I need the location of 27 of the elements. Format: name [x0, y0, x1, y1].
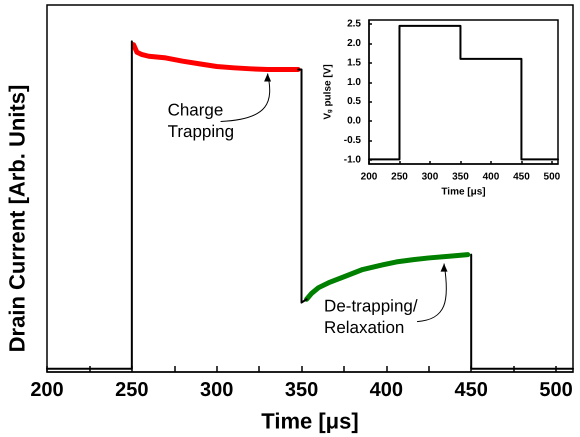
x-tick-label: 300	[422, 172, 439, 182]
y-tick-label: 0.5	[347, 96, 362, 108]
x-tick-label: 250	[115, 379, 149, 401]
x-tick-label: 400	[482, 172, 500, 182]
x-tick-label: 200	[30, 379, 64, 401]
x-tick-label: 350	[284, 379, 318, 401]
y-tick-label: -1.0	[344, 154, 362, 166]
annotation: Charge Trapping	[168, 100, 234, 141]
x-tick-label: 350	[452, 172, 470, 182]
y-tick-label: 1.0	[347, 76, 362, 88]
annotation: De-trapping/ Relaxation	[324, 296, 418, 337]
x-tick-label: 200	[360, 172, 378, 182]
y-tick-label: 1.5	[347, 57, 362, 68]
y-axis-title: Drain Current [Arb. Units]	[4, 84, 30, 352]
x-tick-label: 400	[370, 379, 404, 401]
y-tick-label: 2.5	[347, 18, 362, 30]
x-tick-label: 250	[391, 172, 408, 182]
x-tick-label: 450	[454, 379, 488, 401]
x-tick-label: 450	[513, 172, 530, 182]
x-axis-title: Time [μs]	[261, 408, 359, 434]
y-tick-label: -0.5	[344, 135, 362, 146]
y-tick-label: 2.0	[347, 38, 362, 49]
x-tick-label: 300	[200, 379, 234, 401]
x-tick-label: 500	[539, 379, 573, 401]
x-tick-label: 500	[544, 172, 561, 182]
y-tick-label: 0.0	[347, 116, 362, 127]
x-axis-title: Time [μs]	[441, 186, 486, 198]
